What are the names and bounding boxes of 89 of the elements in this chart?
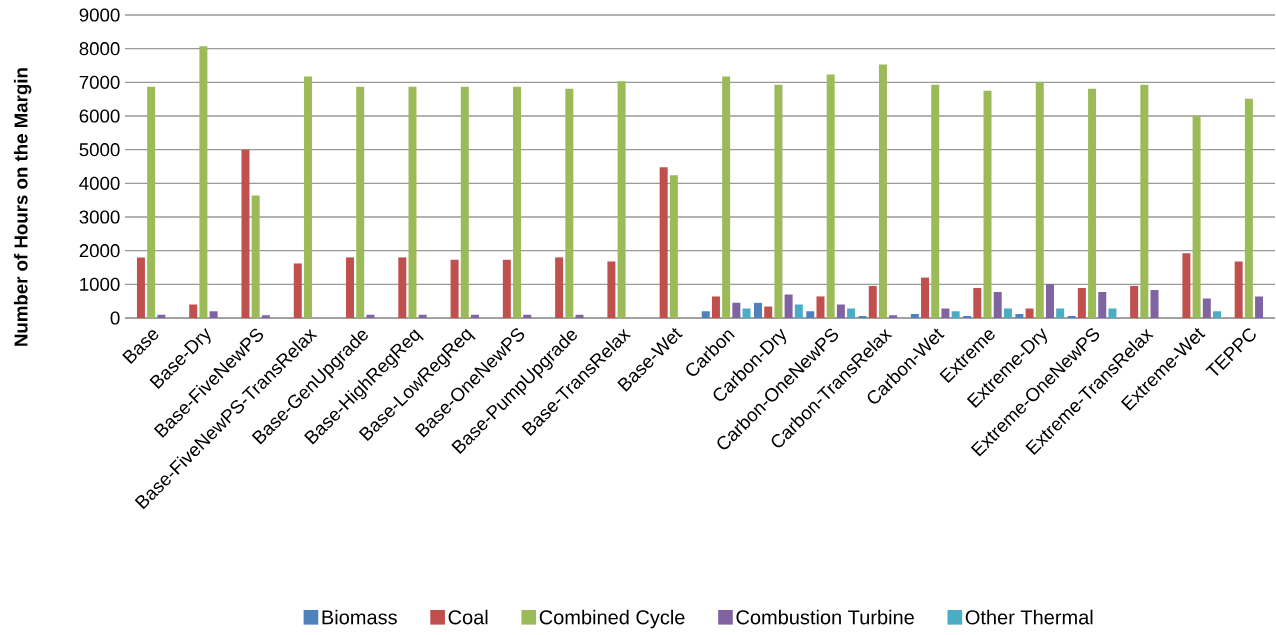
bar — [816, 296, 825, 318]
bar — [189, 304, 198, 318]
y-tick-label: 8000 — [79, 42, 120, 56]
bar — [241, 149, 250, 318]
bar — [209, 311, 218, 318]
bar — [858, 315, 867, 318]
y-tick-label: 9000 — [79, 8, 120, 22]
bar — [513, 86, 522, 318]
bar — [754, 302, 763, 318]
y-tick-label: 1000 — [80, 277, 120, 291]
bar — [1035, 82, 1044, 318]
bar — [963, 315, 972, 318]
bar — [794, 304, 803, 318]
legend-label: Biomass — [322, 609, 397, 625]
bar — [1108, 308, 1117, 318]
bar — [889, 315, 898, 318]
bar — [941, 308, 950, 318]
bar — [1003, 308, 1012, 318]
bar — [878, 64, 887, 318]
bar — [1202, 298, 1211, 318]
bar — [1150, 290, 1159, 318]
bar — [1045, 284, 1054, 318]
bar — [565, 88, 574, 318]
bar — [931, 84, 940, 318]
bar — [1130, 286, 1139, 318]
bar — [293, 263, 302, 318]
bar — [460, 86, 469, 318]
bar — [303, 76, 312, 318]
bar — [346, 257, 355, 318]
bar — [555, 257, 564, 318]
bar — [1088, 88, 1097, 318]
bar — [1192, 115, 1201, 318]
bar — [659, 167, 668, 318]
y-tick-label: 0 — [110, 311, 120, 325]
y-tick-label: 2000 — [79, 244, 120, 258]
bar — [774, 84, 783, 318]
bar — [1025, 308, 1034, 318]
y-axis-title: Number of Hours on the Margin — [13, 68, 32, 346]
bar — [1015, 313, 1024, 318]
bar — [711, 296, 720, 318]
bar — [1077, 288, 1086, 318]
bar — [973, 288, 982, 318]
bar — [1182, 253, 1191, 318]
bar — [669, 175, 678, 318]
bar — [732, 302, 741, 318]
bar — [847, 308, 856, 318]
bar — [910, 313, 919, 318]
y-tick-label: 3000 — [79, 210, 120, 224]
bar — [868, 286, 877, 318]
y-tick-label: 5000 — [79, 143, 120, 157]
bar — [951, 311, 960, 318]
bar — [1244, 98, 1253, 318]
bar — [1098, 292, 1107, 318]
bar — [764, 306, 773, 318]
legend-label: Coal — [448, 609, 488, 625]
bar — [1255, 296, 1264, 318]
bar — [617, 81, 626, 318]
legend-label: Combined Cycle — [539, 609, 685, 629]
bar — [607, 261, 616, 318]
bar — [983, 90, 992, 318]
bar — [1140, 84, 1149, 318]
bar — [826, 74, 835, 318]
y-tick-label: 7000 — [79, 75, 120, 89]
bar — [836, 304, 845, 318]
bar — [147, 86, 156, 318]
bar — [398, 257, 407, 318]
bar — [356, 86, 365, 318]
bar — [251, 195, 260, 318]
legend-label: Other Thermal — [965, 609, 1093, 625]
bar — [450, 259, 459, 318]
bar — [502, 259, 511, 318]
bar — [993, 292, 1002, 318]
bar — [1234, 261, 1243, 318]
bar — [261, 315, 270, 318]
legend-label: Combustion Turbine — [736, 609, 914, 625]
bar — [701, 311, 710, 318]
bar — [784, 294, 793, 318]
bar — [1056, 308, 1065, 318]
bar — [136, 257, 145, 318]
bar — [1213, 311, 1221, 318]
bar — [1067, 315, 1076, 318]
bar — [199, 46, 208, 318]
bar — [806, 311, 815, 318]
bar — [722, 76, 731, 318]
bar — [921, 277, 930, 318]
y-tick-label: 6000 — [79, 109, 120, 123]
bar — [742, 308, 751, 318]
y-tick-label: 4000 — [79, 176, 120, 190]
bar — [408, 86, 417, 318]
